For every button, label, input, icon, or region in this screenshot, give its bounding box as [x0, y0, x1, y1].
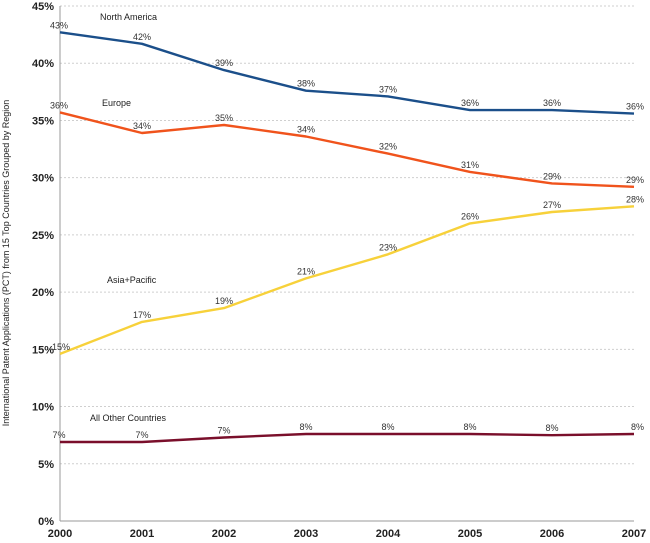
data-label: 42% [133, 32, 151, 42]
x-tick-label: 2005 [458, 528, 482, 540]
axes [59, 6, 634, 522]
series-line-europe [59, 111, 635, 188]
data-label: 15% [52, 342, 70, 352]
y-axis-title: International Patent Applications (PCT) … [1, 100, 11, 427]
series-line-north-america [59, 31, 635, 115]
y-tick-label: 35% [32, 115, 54, 127]
data-label: 36% [461, 98, 479, 108]
y-tick-label: 20% [32, 287, 54, 299]
data-label: 7% [217, 425, 230, 435]
series-label-north-america: North America [100, 12, 157, 22]
data-label: 19% [215, 296, 233, 306]
data-label: 36% [50, 100, 68, 110]
data-label: 17% [133, 310, 151, 320]
data-label: 34% [133, 121, 151, 131]
series-line-asia-pacific [59, 205, 635, 356]
data-label: 36% [543, 98, 561, 108]
y-tick-label: 15% [32, 344, 54, 356]
series-lines [59, 31, 635, 444]
x-tick-label: 2006 [540, 528, 564, 540]
data-label: 29% [543, 171, 561, 181]
x-tick-label: 2003 [294, 528, 318, 540]
data-label: 7% [52, 430, 65, 440]
data-label: 29% [626, 175, 644, 185]
y-tick-label: 5% [38, 459, 54, 471]
data-label: 8% [299, 422, 312, 432]
data-label: 8% [463, 422, 476, 432]
y-tick-label: 30% [32, 173, 54, 185]
x-tick-label: 2007 [622, 528, 646, 540]
series-label-asia-pacific: Asia+Pacific [107, 275, 157, 285]
y-tick-labels: 0% 5% 10% 15% 20% 25% 30% 35% 40% 45% [32, 1, 54, 528]
x-tick-label: 2001 [130, 528, 154, 540]
data-label: 38% [297, 79, 315, 89]
data-label: 32% [379, 142, 397, 152]
data-label: 37% [379, 84, 397, 94]
y-tick-label: 0% [38, 516, 54, 528]
data-labels: 43% 42% 39% 38% 37% 36% 36% 36% 36% 34% 35% 34% 32% 3… [50, 20, 644, 440]
x-tick-label: 2002 [212, 528, 236, 540]
data-label: 8% [631, 422, 644, 432]
data-label: 43% [50, 20, 68, 30]
series-label-europe: Europe [102, 98, 131, 108]
series-label-all-other-countries: All Other Countries [90, 413, 167, 423]
data-label: 39% [215, 58, 233, 68]
data-label: 31% [461, 160, 479, 170]
data-label: 34% [297, 124, 315, 134]
data-label: 8% [381, 422, 394, 432]
data-label: 36% [626, 102, 644, 112]
y-tick-label: 40% [32, 58, 54, 70]
y-tick-label: 25% [32, 230, 54, 242]
series-line-all-other-countries [60, 432, 635, 444]
data-label: 21% [297, 266, 315, 276]
data-label: 35% [215, 113, 233, 123]
y-tick-label: 45% [32, 1, 54, 13]
y-tick-label: 10% [32, 402, 54, 414]
data-label: 27% [543, 200, 561, 210]
data-label: 28% [626, 194, 644, 204]
series-labels: North America Europe Asia+Pacific All Other… [90, 12, 167, 423]
x-tick-label: 2004 [376, 528, 401, 540]
x-tick-labels: 2000 2001 2002 2003 2004 2005 2006 2007 [48, 528, 646, 540]
data-label: 8% [545, 423, 558, 433]
data-label: 26% [461, 211, 479, 221]
gridlines [60, 5, 634, 465]
data-label: 7% [135, 430, 148, 440]
x-tick-label: 2000 [48, 528, 72, 540]
data-label: 23% [379, 242, 397, 252]
